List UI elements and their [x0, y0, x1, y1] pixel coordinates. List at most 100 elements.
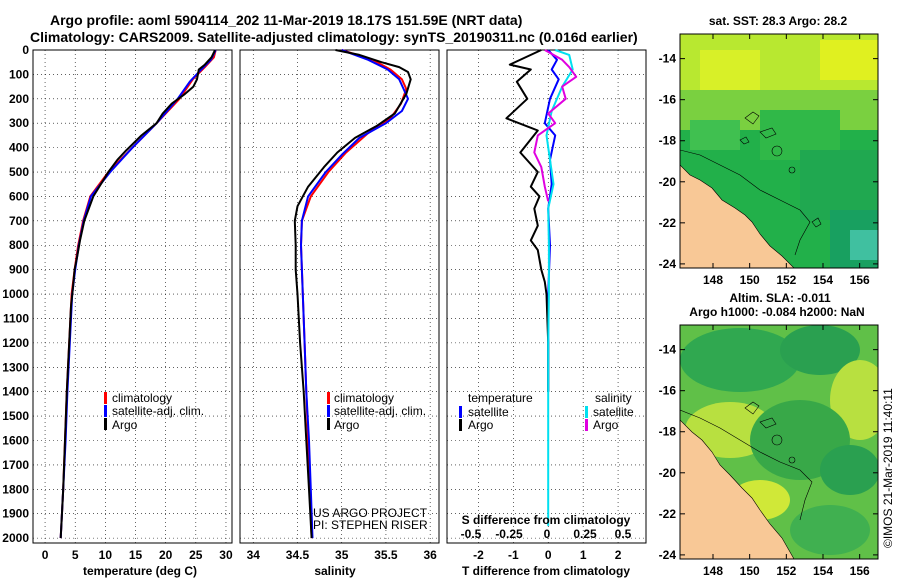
s-tick-label: 0.25 [573, 527, 597, 541]
x-tick-label: 2 [615, 548, 622, 562]
s-tick-label: -0.5 [461, 527, 482, 541]
s-tick-label: 0.5 [615, 527, 632, 541]
salinity-axis-label: salinity [314, 564, 356, 578]
lat-tick-label: -24 [659, 548, 677, 562]
lat-tick-label: -18 [659, 134, 677, 148]
x-tick-label: 5 [72, 548, 79, 562]
x-tick-label: 10 [99, 548, 113, 562]
lon-tick-label: 152 [776, 273, 796, 287]
land-mass [680, 164, 795, 268]
lon-tick-label: 150 [740, 564, 760, 578]
depth-tick-label: 300 [9, 116, 29, 130]
series-line-t-argo [505, 49, 550, 392]
legend-label-t-argo: Argo [468, 418, 494, 432]
legend-label-t-satellite: satellite [468, 405, 509, 419]
depth-tick-label: 1000 [2, 287, 29, 301]
series-layer [59, 49, 578, 539]
legend-swatch-climatology [104, 392, 107, 404]
altim-map-title2: Argo h1000: -0.084 h2000: NaN [689, 305, 864, 319]
s-tick-label: 0 [544, 527, 551, 541]
lon-tick-label: 150 [740, 273, 760, 287]
legend-label-satellite: satellite-adj. clim. [112, 404, 204, 418]
reef-line [680, 409, 813, 521]
lat-tick-label: -18 [659, 425, 677, 439]
page-title-line1: Argo profile: aoml 5904114_202 11-Mar-20… [50, 12, 523, 28]
lon-tick-label: 154 [813, 273, 833, 287]
legend-swatch-t-satellite [459, 406, 462, 418]
legend-swatch-argo [327, 418, 330, 430]
legend-label-argo: Argo [112, 418, 138, 432]
depth-tick-label: 900 [9, 263, 29, 277]
temperature-legend: climatology satellite-adj. clim. Argo [104, 391, 204, 432]
depth-tick-label: 1600 [2, 433, 29, 447]
depth-tick-label: 1200 [2, 336, 29, 350]
depth-tick-label: 1300 [2, 360, 29, 374]
depth-tick-label: 2000 [2, 531, 29, 545]
x-tick-label: 0 [545, 548, 552, 562]
x-tick-label: 0 [42, 548, 49, 562]
temperature-axis-label: temperature (deg C) [83, 564, 197, 578]
lon-tick-label: 152 [776, 564, 796, 578]
depth-tick-label: 1100 [3, 311, 29, 325]
depth-tick-label: 200 [9, 92, 29, 106]
x-tick-label: 35 [335, 548, 349, 562]
series-line-s-argo [533, 49, 578, 202]
legend-swatch-argo [104, 418, 107, 430]
lat-tick-label: -20 [659, 466, 677, 480]
depth-tick-label: 400 [9, 141, 29, 155]
sst-map-title: sat. SST: 28.3 Argo: 28.2 [709, 14, 848, 28]
lat-tick-label: -14 [659, 343, 677, 357]
x-tick-label: 20 [159, 548, 173, 562]
legend-swatch-climatology [327, 392, 330, 404]
salinity-panel [239, 49, 440, 544]
x-tick-label: 35.5 [374, 548, 398, 562]
depth-tick-label: 500 [9, 165, 29, 179]
x-tick-label: 36 [423, 548, 437, 562]
legend-swatch-satellite [327, 405, 330, 417]
project-credit: US ARGO PROJECT [313, 506, 428, 520]
legend-swatch-t-argo [459, 419, 462, 431]
lon-tick-label: 148 [703, 564, 723, 578]
sst-map-frame [679, 33, 879, 269]
legend-label-argo: Argo [334, 418, 360, 432]
x-tick-label: -1 [508, 548, 519, 562]
depth-tick-label: 0 [22, 43, 29, 57]
x-tick-label: 30 [219, 548, 233, 562]
lat-tick-label: -22 [659, 216, 677, 230]
t-difference-axis-label: T difference from climatology [462, 564, 630, 578]
series-line-argo [59, 49, 216, 539]
salinity-legend: climatology satellite-adj. clim. Argo [327, 391, 426, 432]
lat-tick-label: -16 [659, 93, 677, 107]
temperature-panel [32, 49, 233, 544]
depth-tick-label: 1500 [2, 409, 29, 423]
lon-tick-label: 154 [813, 564, 833, 578]
sst-map-axes: -14 -16 -18 -20 -22 -24 148 150 152 154 156 [659, 34, 878, 287]
page-title-line2: Climatology: CARS2009. Satellite-adjuste… [30, 29, 638, 45]
s-difference-axis-label: S difference from climatology [462, 513, 631, 527]
depth-tick-label: 100 [9, 67, 29, 81]
s-tick-label: -0.25 [495, 527, 523, 541]
depth-tick-label: 700 [9, 214, 29, 228]
legend-label-s-satellite: satellite [593, 405, 634, 419]
x-tick-label: 34.5 [286, 548, 310, 562]
series-line-satellite-adj-clim- [300, 49, 409, 539]
land-mass [680, 419, 795, 559]
depth-axis: 0 100 200 300 400 500 600 700 800 900 1000 1100 1200… [2, 43, 29, 545]
x-tick-label: -2 [473, 548, 484, 562]
altimetry-map-frame [679, 324, 879, 560]
difference-legend: temperature satellite Argo salinity sate… [459, 391, 634, 432]
lat-tick-label: -20 [659, 175, 677, 189]
lat-tick-label: -22 [659, 507, 677, 521]
lat-tick-label: -16 [659, 384, 677, 398]
legend-heading-salinity: salinity [595, 391, 632, 405]
legend-label-s-argo: Argo [593, 418, 619, 432]
depth-tick-label: 1400 [2, 385, 29, 399]
lon-tick-label: 156 [850, 564, 870, 578]
depth-tick-label: 1900 [2, 507, 29, 521]
depth-tick-label: 1700 [2, 458, 29, 472]
reef-line [680, 149, 811, 256]
legend-label-climatology: climatology [112, 391, 172, 405]
depth-tick-label: 1800 [2, 482, 29, 496]
x-tick-label: 25 [189, 548, 203, 562]
